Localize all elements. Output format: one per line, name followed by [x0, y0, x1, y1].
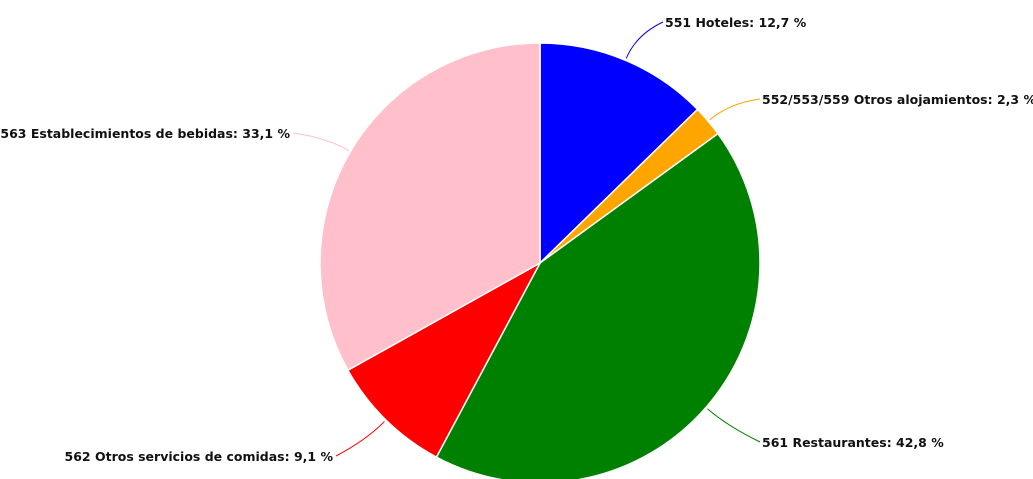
slice-label-restaurantes: 561 Restaurantes: 42,8 %	[762, 435, 944, 450]
leader-line-otros-alojamientos	[709, 98, 761, 121]
slice-label-hoteles: 551 Hoteles: 12,7 %	[665, 15, 807, 30]
slice-label-otros-servicios-comidas: 562 Otros servicios de comidas: 9,1 %	[65, 449, 334, 464]
leader-lines	[292, 21, 761, 457]
leader-line-establecimientos-bebidas	[292, 132, 349, 152]
pie-slices	[319, 42, 761, 479]
slice-label-establecimientos-bebidas: 563 Establecimientos de bebidas: 33,1 %	[0, 126, 290, 141]
slice-labels: 551 Hoteles: 12,7 % 552/553/559 Otros al…	[0, 15, 1033, 464]
pie-slice-restaurantes	[435, 132, 761, 479]
pie-slice-hoteles	[539, 42, 699, 265]
leader-line-otros-servicios-comidas	[335, 421, 385, 457]
pie-slice-establecimientos-bebidas	[319, 42, 541, 372]
pie-slice-otros-servicios-comidas	[346, 261, 542, 459]
slice-label-otros-alojamientos: 552/553/559 Otros alojamientos: 2,3 %	[762, 92, 1033, 107]
leader-line-restaurantes	[707, 408, 761, 443]
leader-line-hoteles	[625, 21, 664, 59]
